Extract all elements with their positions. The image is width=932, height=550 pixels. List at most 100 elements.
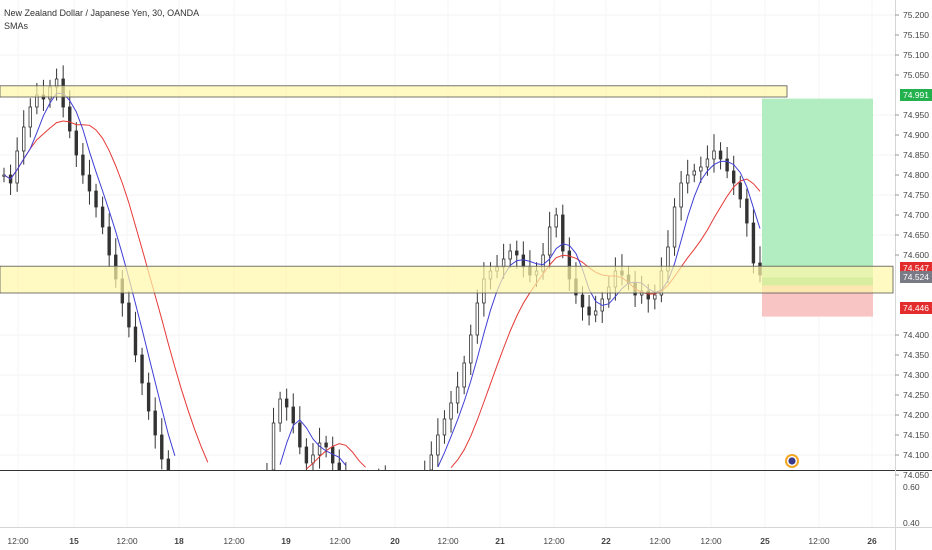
price-tick-label: 75.200: [903, 10, 929, 20]
candle-body: [699, 166, 703, 172]
price-tick-label: 75.050: [903, 70, 929, 80]
candle-body: [442, 418, 447, 436]
price-tick-label: 75.100: [903, 50, 929, 60]
price-axis[interactable]: 75.200 75.150 75.100 75.050 74.950 74.900 74.8…: [895, 10, 929, 480]
price-zone: [0, 85, 788, 98]
candle-body: [705, 158, 710, 168]
candle-body: [284, 398, 289, 408]
candle-body: [278, 398, 282, 424]
candle-body: [653, 294, 657, 300]
price-tag: [900, 302, 932, 314]
candle-body: [166, 458, 171, 471]
candle-body: [679, 182, 683, 208]
alert-icon[interactable]: [785, 454, 799, 468]
candle-body: [291, 406, 295, 424]
sub-tick-label: 0.40: [903, 518, 920, 528]
candle-body: [561, 214, 565, 252]
candle-body: [462, 362, 466, 388]
candle-body: [153, 410, 157, 436]
time-tick-label: 12:00: [808, 536, 830, 546]
profit-target-zone[interactable]: [762, 98, 873, 286]
candle-body: [133, 326, 138, 356]
candle-body: [107, 226, 111, 256]
time-tick-label: 12:00: [700, 536, 722, 546]
price-tick-label: 74.600: [903, 250, 929, 260]
candle-body: [429, 454, 434, 471]
time-tick-label: 12:00: [116, 536, 138, 546]
candle-body: [81, 154, 85, 176]
candle-body: [712, 150, 716, 160]
price-tick-label: 74.850: [903, 150, 929, 160]
support-resistance-zones: [0, 85, 894, 294]
candle-body: [74, 130, 79, 156]
time-tick-label: 25: [760, 536, 770, 546]
time-tick-label: 12:00: [223, 536, 245, 546]
price-tick-label: 74.200: [903, 410, 929, 420]
candle-body: [127, 302, 131, 328]
candle-body: [501, 258, 506, 268]
candle-body: [515, 250, 519, 256]
candle-body: [28, 106, 32, 128]
time-tick-label: 12:00: [329, 536, 351, 546]
candle-body: [455, 386, 460, 404]
price-tick-label: 74.650: [903, 230, 929, 240]
candle-body: [324, 442, 328, 448]
candle-body: [692, 170, 696, 176]
candle-body: [593, 310, 598, 316]
candle-body: [475, 302, 480, 336]
candle-body: [580, 294, 585, 308]
candle-body: [725, 158, 729, 172]
candle-body: [337, 462, 341, 471]
candle-body: [718, 150, 723, 160]
price-tick-label: 74.250: [903, 390, 929, 400]
price-tag-label: 74.547: [903, 263, 929, 273]
time-tick-label: 12:00: [437, 536, 459, 546]
price-tag: [900, 89, 932, 101]
candle-body: [745, 198, 749, 224]
candle-body: [449, 402, 453, 420]
candle-body: [469, 334, 473, 364]
time-tick-label: 22: [601, 536, 611, 546]
time-tick-label: 21: [495, 536, 505, 546]
price-tick-label: 74.300: [903, 370, 929, 380]
price-tick-label: 74.700: [903, 210, 929, 220]
price-tag-label: 74.524: [903, 272, 929, 282]
time-tick-label: 12:00: [649, 536, 671, 546]
time-tick-label: 12:00: [543, 536, 565, 546]
chart-legend: New Zealand Dollar / Japanese Yen, 30, O…: [4, 7, 199, 33]
price-tick-label: 74.150: [903, 430, 929, 440]
sma-fast-line: [3, 92, 761, 468]
candle-body: [304, 446, 309, 464]
price-tick-label: 74.800: [903, 170, 929, 180]
candle-body: [94, 190, 98, 208]
candle-body: [271, 422, 276, 471]
candle-body: [160, 434, 164, 460]
candle-body: [298, 422, 302, 448]
sub-pane-axis[interactable]: 0.60 0.40: [903, 482, 920, 528]
candle-body: [146, 382, 151, 412]
candle-body: [738, 182, 742, 200]
candle-body: [508, 250, 512, 260]
candle-body: [436, 434, 440, 456]
time-tick-label: 19: [281, 536, 291, 546]
candle-body: [547, 226, 552, 256]
candle-body: [140, 354, 144, 384]
candle-body: [87, 174, 92, 192]
candle-body: [732, 170, 736, 184]
price-tick-label: 74.900: [903, 130, 929, 140]
symbol-title: New Zealand Dollar / Japanese Yen, 30, O…: [4, 8, 200, 18]
price-tick-label: 74.100: [903, 450, 929, 460]
candle-body: [15, 150, 19, 184]
time-axis[interactable]: 12:00 15 12:00 18 12:00 19 12:00 20 12:00 21 12:00…: [7, 536, 877, 546]
price-tick-label: 74.050: [903, 470, 929, 480]
price-tick-label: 75.150: [903, 30, 929, 40]
price-tick-label: 74.400: [903, 330, 929, 340]
candle-body: [317, 442, 322, 456]
time-tick-label: 15: [69, 536, 79, 546]
price-tag: [900, 271, 932, 283]
time-tick-label: 26: [867, 536, 877, 546]
price-zone: [0, 265, 894, 294]
candle-body: [68, 106, 72, 132]
